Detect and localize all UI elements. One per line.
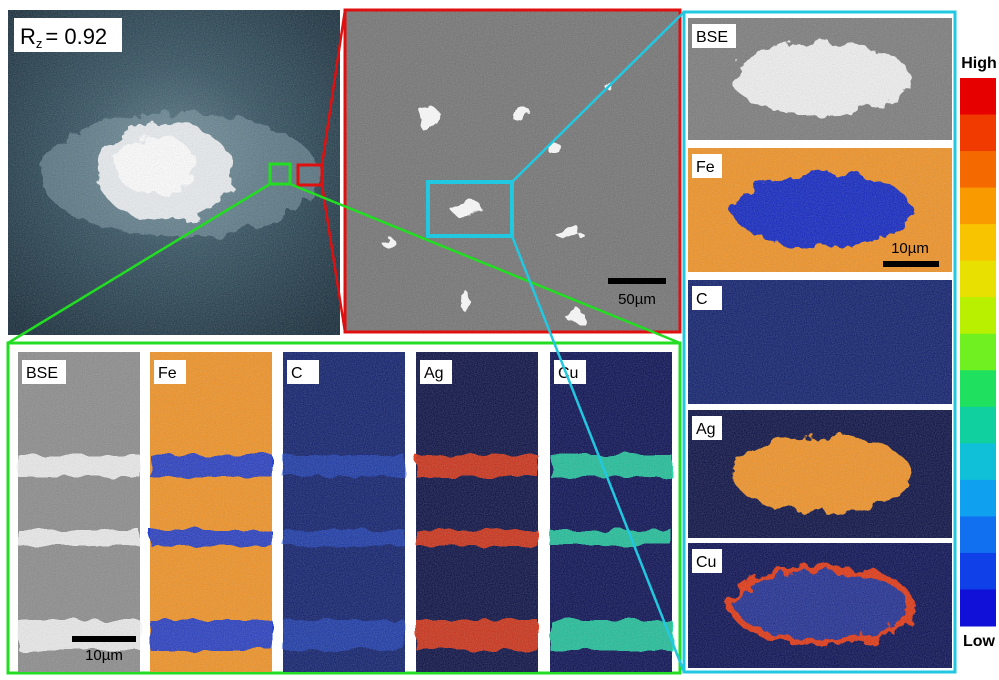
noise xyxy=(688,280,952,404)
colorbar-step xyxy=(960,261,996,298)
panel-label: C xyxy=(291,365,303,382)
colorbar-step xyxy=(960,297,996,334)
colorbar-step xyxy=(960,589,996,626)
figure: Rz= 0.92 50µm BSE Fe C Ag Cu 10µm BSE Fe C Ag Cu 1… xyxy=(0,0,999,675)
colorbar-step xyxy=(960,443,996,480)
panel-label: Fe xyxy=(158,365,177,382)
colorbar: High Low xyxy=(960,55,997,650)
colorbar-step xyxy=(960,115,996,152)
colorbar-step xyxy=(960,78,996,115)
colorbar-low: Low xyxy=(963,633,996,650)
scale-bar-label: 10µm xyxy=(891,240,929,257)
panel-label: Ag xyxy=(696,421,716,438)
panel-label: C xyxy=(696,291,708,308)
noise xyxy=(688,410,952,538)
noise xyxy=(283,352,405,672)
noise xyxy=(688,543,952,668)
colorbar-step xyxy=(960,516,996,553)
noise xyxy=(18,352,140,672)
colorbar-step xyxy=(960,188,996,225)
colorbar-step xyxy=(960,370,996,407)
colorbar-step xyxy=(960,480,996,517)
scale-bar xyxy=(883,261,939,267)
colorbar-step xyxy=(960,553,996,590)
scale-bar-label: 50µm xyxy=(618,291,656,308)
overview-photo: Rz= 0.92 xyxy=(8,10,340,335)
scale-bar xyxy=(72,636,136,642)
noise xyxy=(150,352,272,672)
scale-bar-label: 10µm xyxy=(85,647,123,664)
particle-maps: BSE Fe C Ag Cu 10µm xyxy=(684,12,955,672)
panel-label: BSE xyxy=(696,29,728,46)
panel-label: BSE xyxy=(26,365,58,382)
panel-label: Fe xyxy=(696,159,715,176)
noise xyxy=(416,352,538,672)
sem-image: 50µm xyxy=(345,10,680,332)
panel-label: Ag xyxy=(424,365,444,382)
colorbar-step xyxy=(960,407,996,444)
rz-label: Rz= 0.92 xyxy=(20,24,107,51)
panel-label: Cu xyxy=(696,554,716,571)
colorbar-step xyxy=(960,224,996,261)
colorbar-step xyxy=(960,151,996,188)
colorbar-step xyxy=(960,334,996,371)
colorbar-high: High xyxy=(961,55,997,72)
noise xyxy=(550,352,672,672)
